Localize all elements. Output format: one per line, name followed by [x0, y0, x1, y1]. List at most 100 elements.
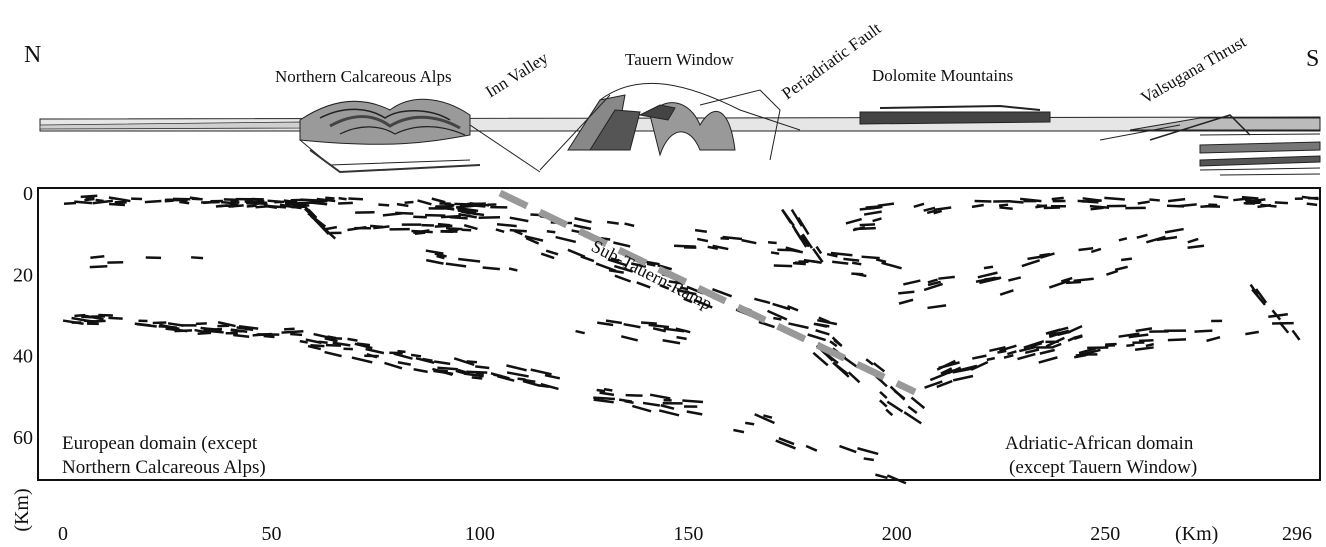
reflector	[997, 351, 1006, 353]
reflector	[682, 400, 703, 402]
reflector	[857, 448, 878, 454]
reflector	[464, 225, 477, 229]
reflector	[773, 318, 781, 320]
reflector	[81, 317, 98, 318]
reflector	[1009, 201, 1024, 202]
reflector	[405, 202, 414, 203]
reflector	[1245, 332, 1258, 334]
reflector	[846, 219, 862, 223]
reflector	[264, 336, 275, 337]
domain-label: (except Tauern Window)	[1009, 457, 1197, 478]
reflector	[1040, 350, 1055, 354]
reflector	[873, 218, 882, 221]
x-tick-label: 0	[58, 523, 68, 545]
domain-label: Adriatic-African domain	[1005, 433, 1194, 454]
reflector	[1168, 199, 1185, 201]
reflector	[659, 410, 679, 415]
reflector	[165, 201, 174, 202]
reflector	[398, 362, 411, 364]
reflector	[625, 224, 635, 226]
reflector	[1068, 337, 1076, 341]
reflector	[1121, 259, 1132, 260]
domain-label: European domain (except	[62, 433, 258, 454]
reflector	[1115, 267, 1128, 270]
reflector	[253, 334, 272, 335]
reflector	[839, 446, 856, 452]
x-tick-label: 200	[882, 523, 912, 545]
reflector	[1022, 260, 1040, 266]
reflector	[914, 204, 924, 207]
reflector	[96, 200, 104, 201]
reflector	[306, 340, 322, 343]
reflector	[496, 229, 504, 231]
reflector	[426, 251, 444, 254]
reflector	[325, 352, 342, 356]
reflector	[1138, 202, 1150, 204]
reflector	[166, 329, 188, 332]
reflector	[1079, 248, 1094, 250]
reflector	[1146, 344, 1154, 346]
reflector	[904, 412, 921, 423]
ramp-label: Sub-Tauern-Ramp	[588, 236, 715, 314]
reflector	[643, 403, 660, 406]
reflector	[267, 206, 277, 207]
reflector	[1061, 278, 1072, 281]
reflector	[575, 218, 592, 222]
reflector	[860, 224, 875, 225]
reflector	[531, 370, 552, 375]
reflector	[788, 323, 808, 327]
reflector	[306, 209, 321, 224]
reflector	[64, 203, 76, 204]
reflector	[793, 226, 801, 240]
reflector	[1078, 201, 1099, 203]
reflector	[300, 341, 308, 342]
reflector	[1260, 205, 1276, 207]
reflector	[108, 318, 122, 319]
x-axis-unit: (Km)	[1175, 523, 1218, 545]
reflector	[768, 242, 777, 243]
reflector	[1149, 199, 1159, 200]
reflector	[86, 197, 95, 198]
reflector	[74, 202, 92, 203]
reflector	[771, 252, 779, 253]
reflector	[63, 321, 84, 324]
reflector	[300, 200, 319, 201]
reflector	[483, 267, 500, 269]
reflector	[546, 251, 558, 255]
reflector	[953, 376, 973, 380]
reflector	[663, 340, 680, 343]
section-label: Dolomite Mountains	[872, 66, 1013, 85]
reflector	[233, 335, 249, 337]
y-tick-label: 60	[13, 427, 33, 449]
reflector	[84, 199, 94, 200]
reflector	[1052, 198, 1064, 199]
reflector	[999, 207, 1012, 208]
reflector	[1000, 290, 1013, 294]
reflector	[462, 230, 471, 231]
reflector	[576, 331, 585, 333]
reflector	[649, 325, 669, 327]
reflector	[378, 205, 389, 206]
reflector	[541, 254, 554, 258]
reflector	[843, 259, 859, 261]
reflector	[733, 430, 744, 432]
reflector	[641, 322, 657, 323]
reflector	[323, 227, 336, 229]
reflector	[661, 405, 674, 408]
reflector	[437, 368, 457, 370]
reflector	[999, 205, 1008, 206]
reflector	[497, 224, 517, 226]
reflector	[510, 230, 527, 231]
reflector	[1018, 354, 1036, 359]
reflector	[466, 372, 487, 373]
reflector	[426, 260, 443, 263]
reflector	[425, 215, 445, 216]
reflector	[414, 369, 428, 372]
reflector	[1135, 347, 1154, 349]
y-axis-unit: (Km)	[11, 488, 33, 531]
reflector	[397, 204, 408, 206]
reflector	[806, 446, 817, 451]
reflector	[852, 263, 861, 264]
reflector	[930, 372, 950, 380]
reflector	[1091, 208, 1104, 209]
